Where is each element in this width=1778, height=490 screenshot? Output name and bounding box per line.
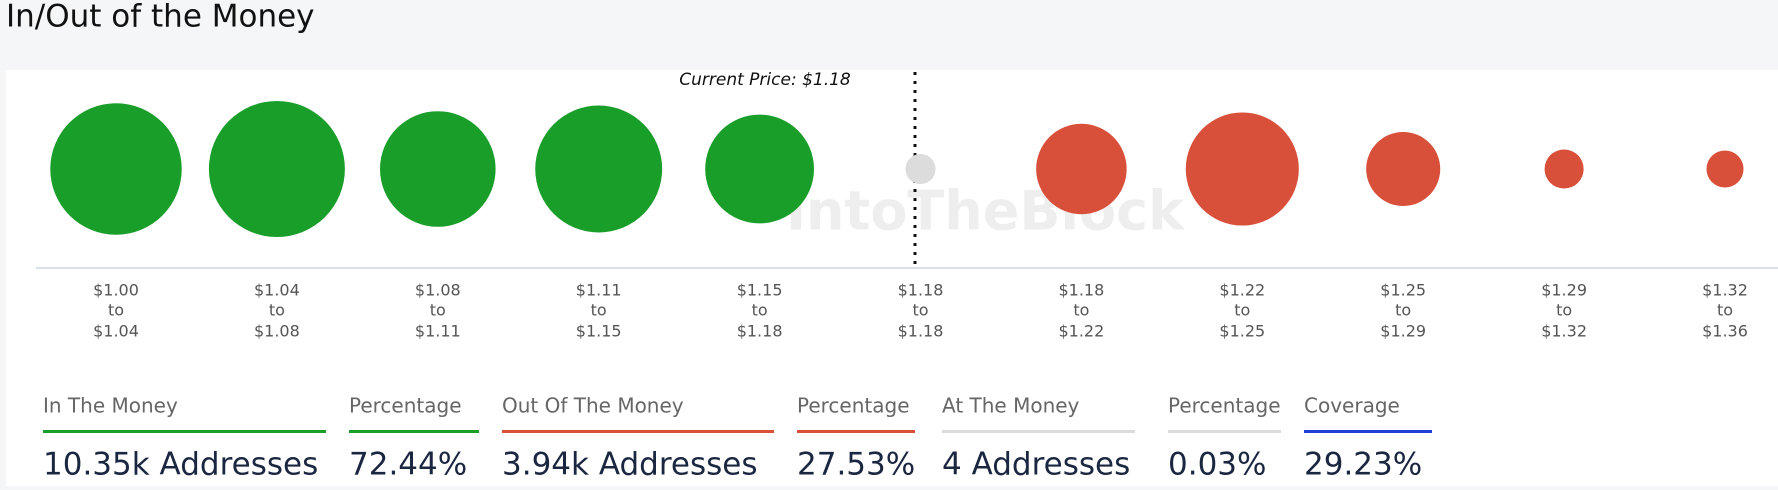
range-to: $1.11 (415, 322, 461, 341)
stat-label: At The Money (942, 394, 1080, 418)
stat-label: Out Of The Money (502, 394, 684, 418)
range-to: $1.29 (1380, 322, 1426, 341)
stat-value: 72.44% (349, 447, 467, 483)
range-to: $1.15 (576, 322, 622, 341)
range-to: $1.18 (898, 322, 944, 341)
range-from: $1.04 (254, 281, 300, 300)
bubble (1544, 149, 1584, 189)
stat-label: Percentage (797, 394, 910, 418)
current-price-label: Current Price: $1.18 (679, 70, 851, 90)
stat-value: 27.53% (797, 447, 915, 483)
range-sep: to (1556, 301, 1572, 320)
bubble (1185, 112, 1299, 226)
range-to: $1.36 (1702, 322, 1748, 341)
range-sep: to (752, 301, 768, 320)
bubble (1706, 150, 1744, 188)
stat-underline (942, 430, 1135, 433)
bubble (905, 154, 936, 184)
range-from: $1.22 (1219, 281, 1265, 300)
range-from: $1.32 (1702, 281, 1748, 300)
stat-underline (1304, 430, 1432, 433)
stat-label: Percentage (349, 394, 462, 418)
stat-underline (502, 430, 774, 433)
range-sep: to (912, 301, 928, 320)
stat-label: Percentage (1168, 394, 1281, 418)
bubble (1036, 123, 1127, 215)
range-sep: to (1395, 301, 1411, 320)
stat-value: 10.35k Addresses (43, 447, 318, 483)
range-sep: to (430, 301, 446, 320)
stat-underline (797, 430, 915, 433)
range-sep: to (1234, 301, 1250, 320)
stat-value: 0.03% (1168, 447, 1266, 483)
bubble (379, 111, 496, 227)
range-sep: to (1717, 301, 1733, 320)
range-to: $1.32 (1541, 322, 1587, 341)
range-to: $1.18 (737, 322, 783, 341)
stat-value: 3.94k Addresses (502, 447, 758, 483)
range-from: $1.15 (737, 281, 783, 300)
range-from: $1.11 (576, 281, 622, 300)
range-from: $1.00 (93, 281, 139, 300)
range-sep: to (1073, 301, 1089, 320)
bubble (705, 114, 814, 224)
range-from: $1.08 (415, 281, 461, 300)
range-from: $1.18 (1058, 281, 1104, 300)
range-sep: to (269, 301, 285, 320)
range-to: $1.25 (1219, 322, 1265, 341)
range-sep: to (108, 301, 124, 320)
bubble (1366, 131, 1441, 207)
stat-value: 29.23% (1304, 447, 1422, 483)
range-sep: to (591, 301, 607, 320)
title: In/Out of the Money (6, 0, 315, 35)
range-from: $1.29 (1541, 281, 1587, 300)
range-to: $1.08 (254, 322, 300, 341)
range-from: $1.25 (1380, 281, 1426, 300)
stat-underline (1168, 430, 1281, 433)
stat-value: 4 Addresses (942, 447, 1130, 483)
range-to: $1.04 (93, 322, 139, 341)
stat-label: Coverage (1304, 394, 1400, 418)
stat-underline (349, 430, 479, 433)
bubble (535, 105, 663, 233)
bubble (208, 101, 345, 237)
watermark: IntoTheBlock (786, 180, 1185, 243)
stat-underline (43, 430, 326, 433)
range-to: $1.22 (1058, 322, 1104, 341)
bubble (50, 103, 182, 235)
range-from: $1.18 (898, 281, 944, 300)
stat-label: In The Money (43, 394, 178, 418)
